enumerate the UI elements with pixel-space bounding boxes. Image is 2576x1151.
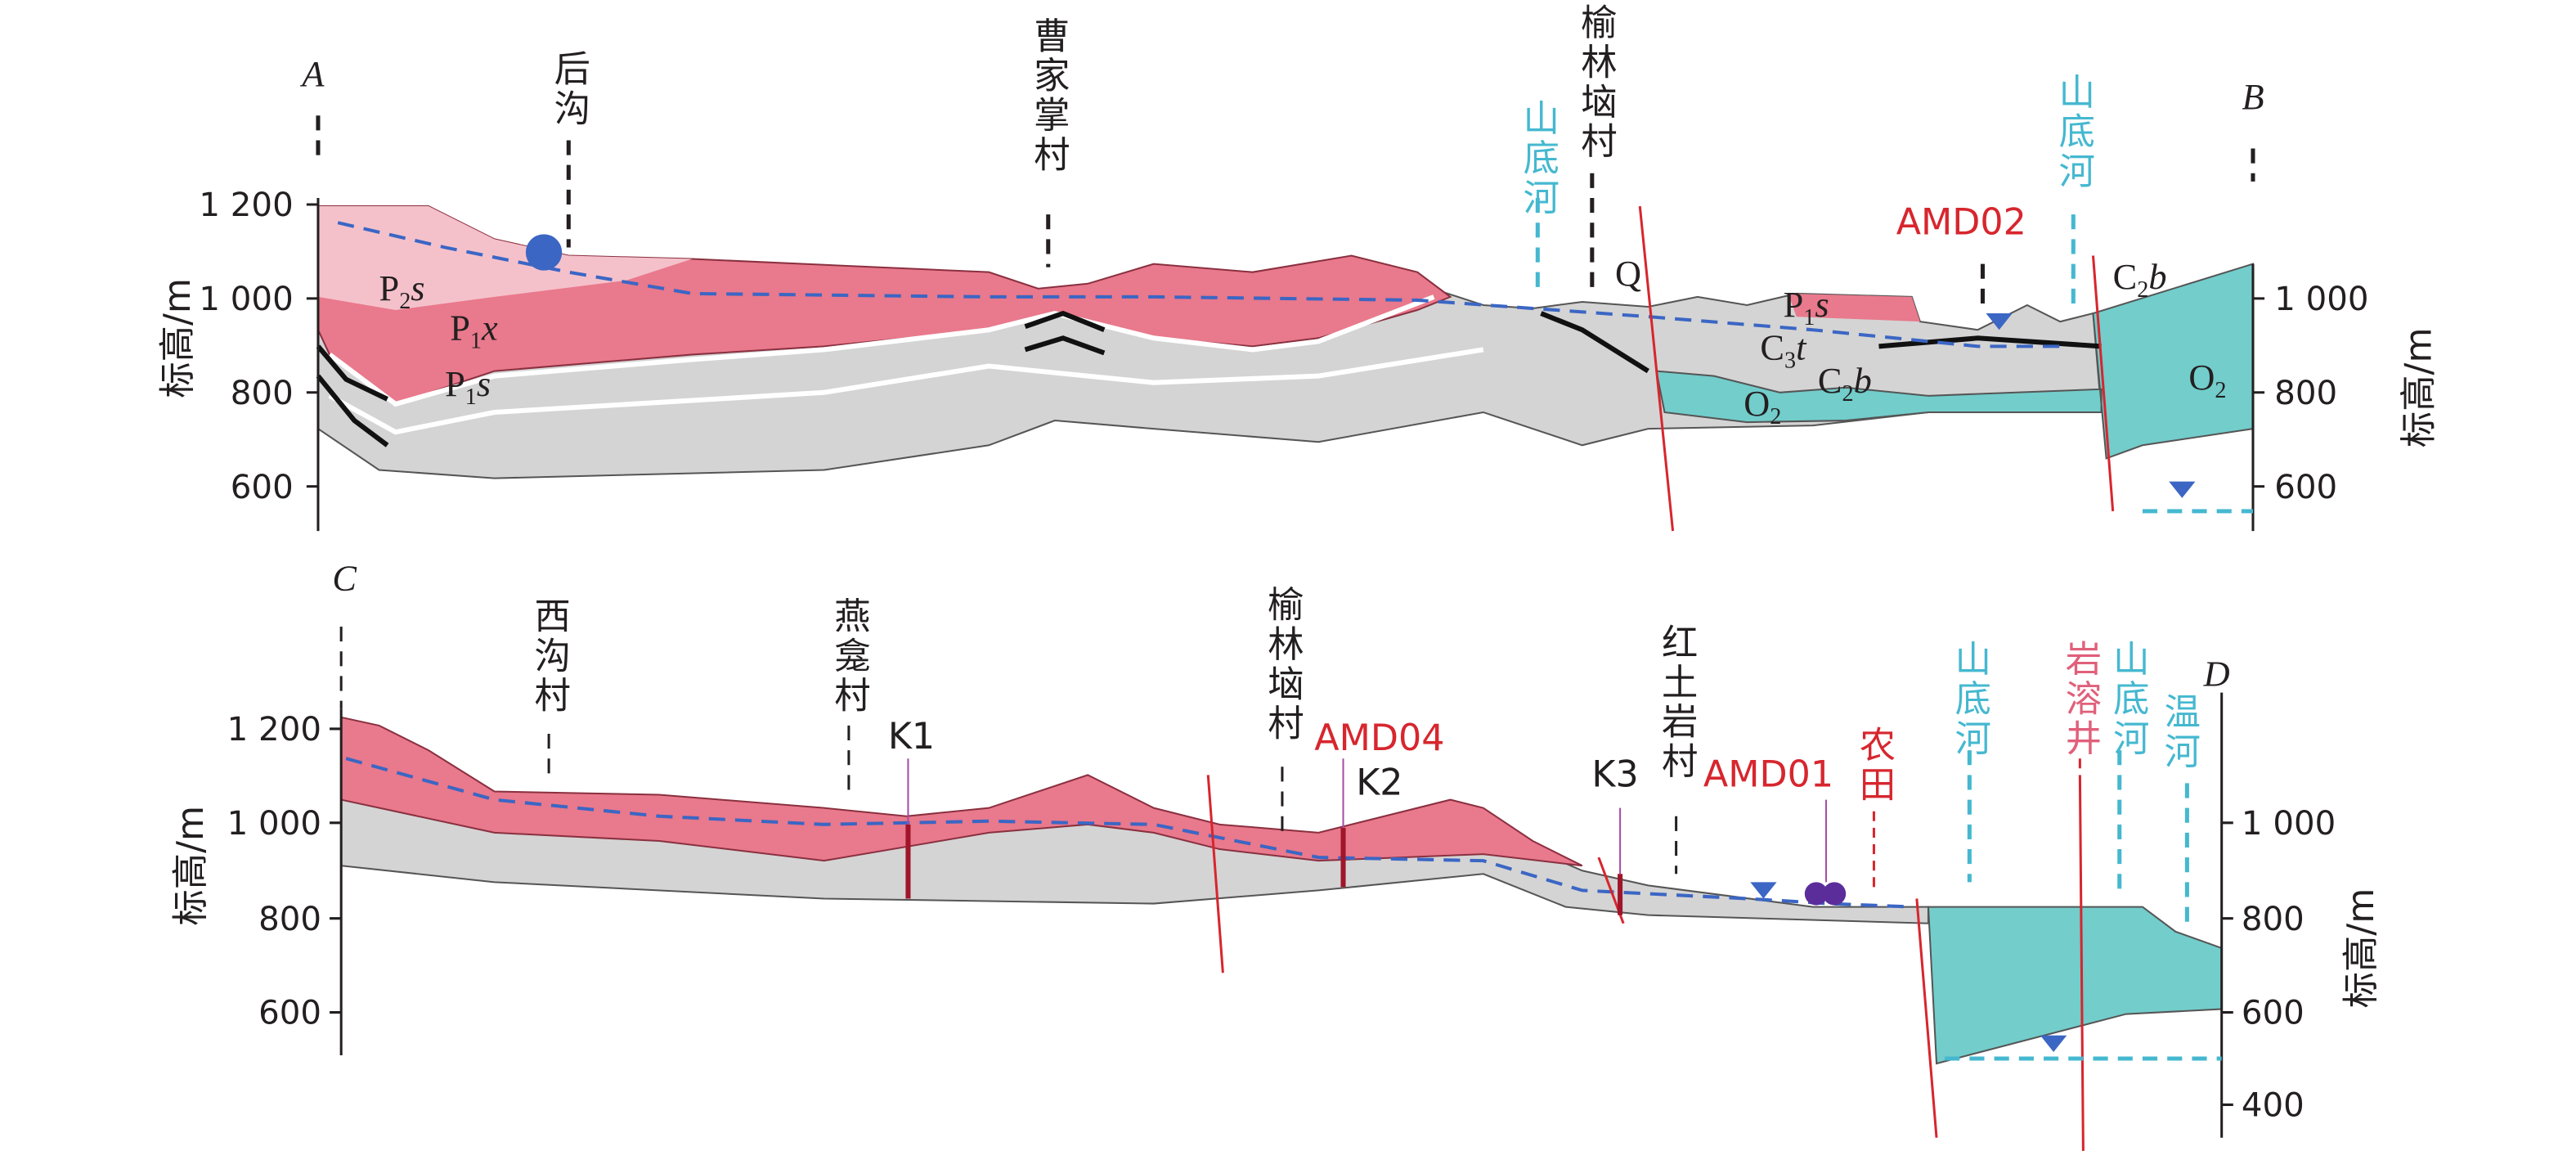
axis-label: 标高/m (170, 806, 212, 926)
leader (339, 626, 1678, 874)
spring (1822, 882, 1847, 906)
fault (1206, 775, 2085, 1151)
place-label: 曹家掌村 (1027, 16, 1069, 174)
sample-label: AMD04 (1314, 717, 1444, 759)
section-end: B (2242, 76, 2264, 117)
axis-label: 标高/m (2399, 327, 2440, 447)
section-end: C (332, 558, 357, 599)
tick-label: 800 (258, 900, 321, 938)
tick-label: 600 (2274, 468, 2337, 506)
section-end: A (299, 53, 325, 94)
coal-bed (316, 310, 2102, 447)
section-end: D (2203, 654, 2230, 695)
leader (1872, 758, 2081, 891)
sample-label: AMD01 (1703, 753, 1833, 795)
stratum-label: P1s (445, 363, 491, 410)
place-label: 农田 (1853, 726, 1895, 805)
tick-label: 1 200 (227, 710, 321, 749)
place-label: 榆林垴村 (1574, 3, 1616, 161)
tick-label: 1 000 (227, 804, 321, 843)
pink-right (1788, 293, 1920, 322)
tick-label: 600 (258, 994, 321, 1032)
pink-strata (316, 205, 1452, 406)
leader (907, 758, 1828, 883)
stratum-label: O2 (1744, 383, 1781, 429)
tick-label: 1 000 (199, 280, 293, 318)
leader (1967, 750, 2189, 924)
well-label: 岩溶井 (2059, 640, 2101, 758)
fault (1638, 205, 2115, 532)
y-axis-left (306, 197, 320, 532)
place-label: 燕龛村 (828, 597, 869, 716)
stratum-label: C2b (2113, 256, 2167, 303)
leader (1535, 197, 2076, 305)
cyan-ordovician (1927, 906, 2223, 1065)
stratum-label: P1x (450, 307, 498, 353)
water-table (345, 757, 1912, 909)
y-axis-right (2220, 692, 2233, 1138)
stratum-label: P2s (379, 268, 425, 314)
white-bed (328, 294, 1435, 407)
leader (316, 115, 2255, 305)
tick-label: 800 (231, 374, 294, 412)
spring (525, 234, 563, 271)
place-label: 后沟 (548, 50, 590, 129)
tick-label: 400 (2242, 1086, 2304, 1125)
river-label: 山底河 (2107, 640, 2148, 758)
place-label: 西沟村 (528, 597, 570, 716)
place-label: 榆林垴村 (1261, 586, 1303, 744)
tick-label: 1 200 (199, 186, 293, 224)
well-label: K3 (1591, 753, 1638, 795)
tick-label: 800 (2274, 374, 2337, 412)
tick-label: 1 000 (2274, 280, 2368, 318)
well (905, 824, 1623, 915)
river-label: 山底河 (1517, 99, 1559, 218)
place-label: 红土岩村 (1655, 623, 1697, 781)
river-label: 温河 (2158, 693, 2200, 772)
stratum-label: C2b (1818, 360, 1872, 407)
tick-label: 600 (231, 468, 294, 506)
spring (1804, 882, 1829, 906)
tick-label: 800 (2242, 900, 2304, 938)
stratum-label: P1s (1784, 284, 1829, 330)
stratum-label: C3t (1760, 326, 1807, 373)
water-table (337, 221, 2061, 348)
white-bed (328, 347, 1484, 435)
tick-label: 1 000 (2242, 804, 2336, 843)
river-label: 山底河 (2053, 73, 2094, 191)
stratum-label: O2 (2188, 357, 2226, 403)
section-ab: A B 1 200 1 000 800 600 1 000 800 600 标高… (157, 3, 2440, 532)
y-axis-left (330, 708, 343, 1055)
river-label: 山底河 (1949, 640, 1990, 758)
axis-label: 标高/m (157, 278, 199, 398)
section-cd: C D 1 200 1 000 800 600 1 000 800 600 40… (170, 558, 2382, 1151)
sample-label: AMD02 (1896, 201, 2026, 243)
well-label: K2 (1356, 762, 1402, 804)
pink-strata (340, 716, 1583, 867)
well-label: K1 (888, 716, 935, 758)
axis-label: 标高/m (2340, 888, 2382, 1009)
tick-label: 600 (2242, 994, 2304, 1032)
y-axis-right (2251, 263, 2265, 532)
stratum-label: Q (1615, 253, 1641, 294)
